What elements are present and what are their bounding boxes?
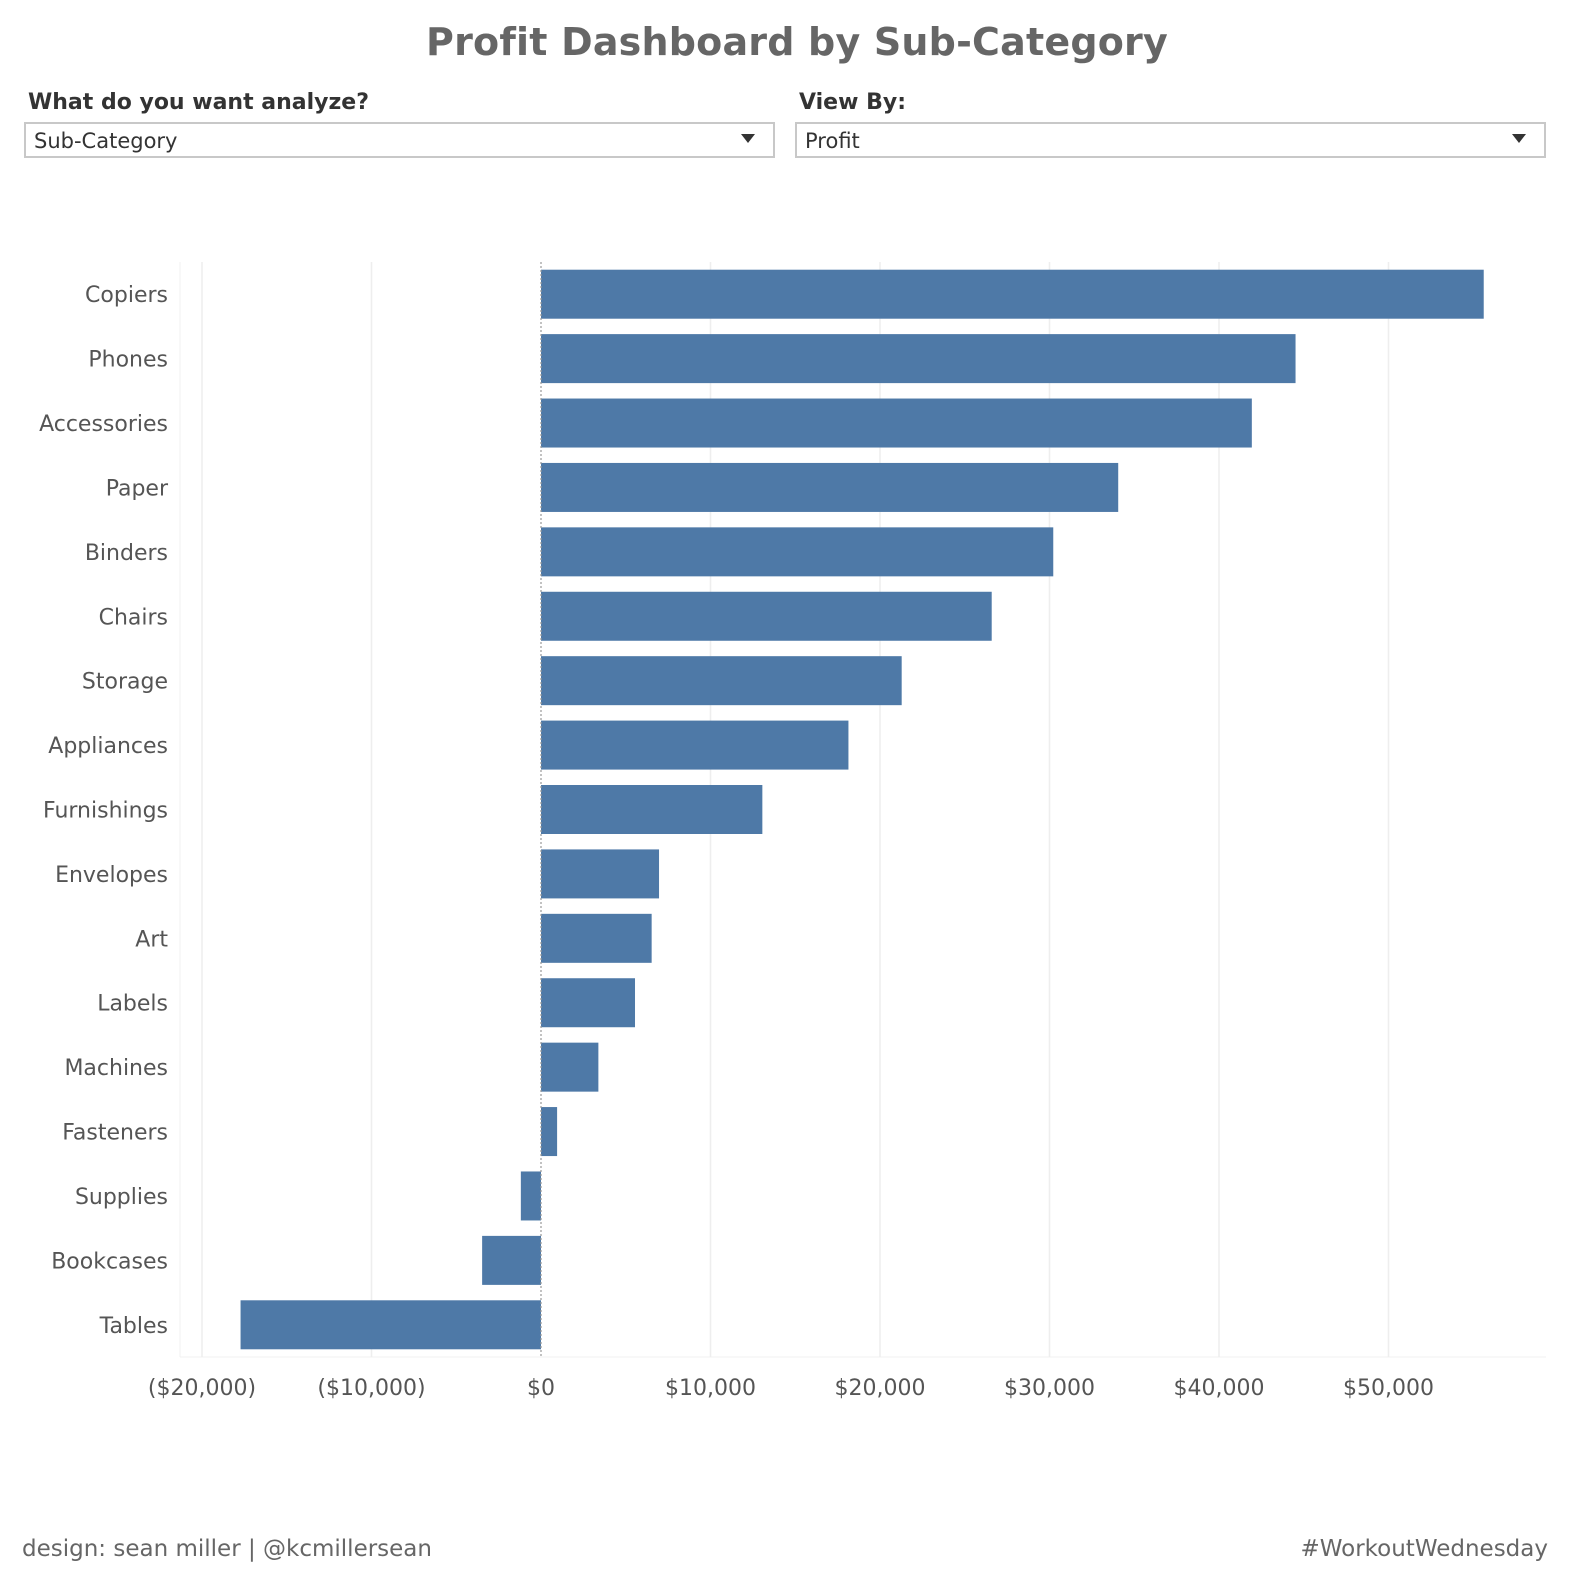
category-label: Art: [135, 927, 168, 952]
x-tick-label: $50,000: [1343, 1376, 1434, 1401]
category-label: Accessories: [39, 412, 168, 437]
bar-bookcases: [482, 1235, 541, 1285]
x-tick-label: ($10,000): [317, 1376, 425, 1401]
chevron-down-icon[interactable]: [741, 134, 755, 143]
category-label: Appliances: [48, 734, 168, 759]
bar-art: [541, 913, 652, 963]
category-label: Supplies: [75, 1185, 168, 1210]
category-label: Copiers: [85, 283, 168, 308]
dashboard-title: Profit Dashboard by Sub-Category: [426, 20, 1168, 64]
category-label: Bookcases: [51, 1249, 168, 1274]
bar-copiers: [541, 269, 1484, 319]
bar-tables: [240, 1300, 541, 1350]
analyze-dropdown[interactable]: Sub-Category: [24, 122, 775, 158]
category-label: Labels: [97, 992, 168, 1017]
category-label: Paper: [106, 476, 169, 501]
x-tick-label: $10,000: [665, 1376, 756, 1401]
category-label: Envelopes: [55, 863, 168, 888]
category-label: Furnishings: [43, 799, 168, 824]
analyze-label: What do you want analyze?: [28, 90, 369, 115]
bar-supplies: [520, 1171, 541, 1221]
view-by-label: View By:: [799, 90, 906, 115]
category-label: Binders: [85, 541, 168, 566]
view-by-dropdown[interactable]: Profit: [795, 122, 1546, 158]
bar-binders: [541, 527, 1054, 577]
analyze-dropdown-value: Sub-Category: [34, 129, 178, 153]
x-tick-label: ($20,000): [148, 1376, 256, 1401]
category-label: Machines: [64, 1056, 168, 1081]
bar-chairs: [541, 591, 992, 641]
bar-storage: [541, 656, 902, 706]
bar-furnishings: [541, 785, 763, 834]
bar-labels: [541, 978, 636, 1028]
category-label: Fasteners: [62, 1121, 168, 1146]
bar-phones: [541, 334, 1296, 384]
category-label: Tables: [99, 1314, 168, 1339]
x-tick-label: $0: [527, 1376, 555, 1401]
x-tick-label: $30,000: [1004, 1376, 1095, 1401]
bar-accessories: [541, 398, 1252, 448]
profit-bar-chart: Copiers Phones Accessories Paper Binders Chai…: [39, 262, 1546, 1401]
footer-hashtag: #WorkoutWednesday: [1300, 1536, 1548, 1562]
category-label: Storage: [82, 670, 168, 695]
view-by-dropdown-value: Profit: [805, 129, 860, 153]
x-tick-label: $20,000: [835, 1376, 926, 1401]
bar-fasteners: [541, 1107, 558, 1157]
category-label: Phones: [88, 348, 168, 373]
category-label: Chairs: [99, 605, 168, 630]
bar-envelopes: [541, 849, 660, 899]
footer-credit: design: sean miller | @kcmillersean: [22, 1536, 432, 1562]
bar-paper: [541, 462, 1119, 512]
x-tick-label: $40,000: [1174, 1376, 1265, 1401]
chevron-down-icon[interactable]: [1512, 134, 1526, 143]
bar-machines: [541, 1042, 599, 1092]
bar-appliances: [541, 720, 849, 770]
